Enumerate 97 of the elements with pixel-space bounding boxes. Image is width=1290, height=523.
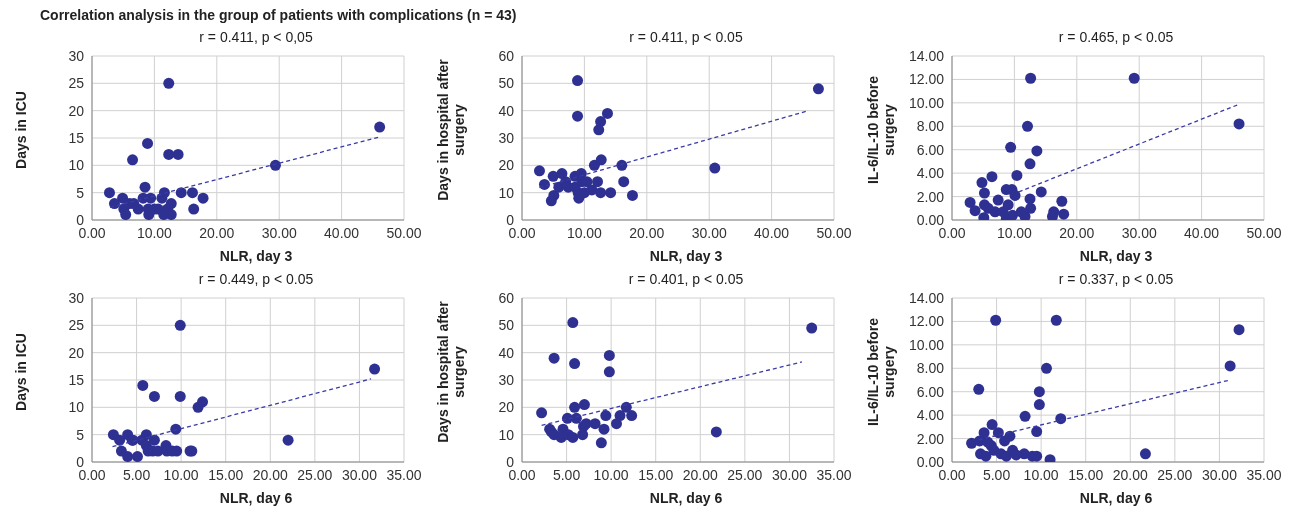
x-axis-title: NLR, day 6	[1078, 489, 1154, 508]
x-tick-label: 5.00	[122, 466, 151, 483]
x-tick-label: 35.00	[1246, 466, 1282, 483]
x-tick-label: 20.00	[199, 224, 235, 241]
y-tick-label: 8.00	[916, 118, 945, 135]
x-tick-label: 10.00	[163, 466, 199, 483]
x-axis-title: NLR, day 3	[218, 247, 294, 266]
x-tick-label: 30.00	[341, 466, 378, 483]
x-tick-label: 30.00	[771, 466, 808, 483]
x-tick-label: 30.00	[691, 224, 727, 241]
x-tick-label: 15.00	[638, 466, 674, 483]
y-tick-label: 2.00	[916, 430, 945, 447]
y-tick-label: 20	[68, 102, 85, 119]
y-tick-label: 15	[68, 129, 85, 146]
chart-subtitle: r = 0.411, p < 0.05	[628, 28, 744, 47]
y-tick-label: 5	[76, 184, 85, 201]
y-axis-title: Days in hospital after surgery	[435, 300, 467, 446]
y-tick-label: 60	[498, 47, 515, 64]
y-tick-label: 4.00	[916, 407, 945, 424]
x-tick-label: 10.00	[136, 224, 173, 241]
y-tick-label: 2.00	[916, 188, 945, 205]
y-tick-label: 0	[506, 211, 515, 228]
y-tick-label: 15	[68, 371, 85, 388]
y-tick-label: 30	[498, 371, 515, 388]
y-tick-label: 0	[76, 453, 85, 470]
chart-subtitle: r = 0.337, p < 0.05	[1057, 270, 1175, 289]
x-tick-label: 10.00	[1023, 466, 1059, 483]
x-tick-label: 15.00	[208, 466, 244, 483]
chart-subtitle: r = 0.465, p < 0.05	[1057, 28, 1175, 47]
y-tick-label: 20	[498, 157, 515, 174]
y-tick-label: 25	[68, 317, 85, 334]
x-tick-label: 15.00	[1068, 466, 1104, 483]
x-tick-label: 35.00	[816, 466, 852, 483]
y-tick-label: 30	[68, 47, 85, 64]
x-tick-label: 10.00	[566, 224, 603, 241]
y-tick-label: 40	[498, 102, 515, 119]
y-tick-label: 10	[498, 184, 515, 201]
x-tick-label: 25.00	[297, 466, 333, 483]
x-axis-title: NLR, day 3	[648, 247, 724, 266]
x-tick-label: 20.00	[1112, 466, 1149, 483]
x-tick-label: 30.00	[1201, 466, 1238, 483]
x-tick-label: 30.00	[261, 224, 297, 241]
x-tick-label: 20.00	[252, 466, 289, 483]
chart-title: Correlation analysis in the group of patients with complications (n = 43)	[40, 7, 517, 23]
x-tick-label: 5.00	[982, 466, 1011, 483]
x-axis-title: NLR, day 3	[1078, 247, 1154, 266]
y-tick-label: 40	[498, 344, 515, 361]
y-axis-title: IL-6/IL-10 before surgery	[865, 317, 897, 429]
x-tick-label: 35.00	[386, 466, 422, 483]
x-tick-label: 40.00	[324, 224, 360, 241]
y-tick-label: 25	[68, 75, 85, 92]
y-tick-label: 10	[498, 426, 515, 443]
y-tick-label: 6.00	[916, 383, 945, 400]
x-tick-label: 40.00	[1184, 224, 1220, 241]
x-tick-label: 40.00	[754, 224, 790, 241]
y-axis-title: IL-6/IL-10 before surgery	[865, 75, 897, 187]
y-tick-label: 0	[76, 211, 85, 228]
y-tick-label: 30	[498, 129, 515, 146]
chart-subtitle: r = 0.401, p < 0.05	[627, 270, 745, 289]
x-tick-label: 10.00	[593, 466, 629, 483]
y-tick-label: 10	[68, 399, 85, 416]
x-tick-label: 20.00	[1059, 224, 1095, 241]
x-tick-label: 25.00	[727, 466, 763, 483]
x-axis-title: NLR, day 6	[218, 489, 294, 508]
chart-subtitle: r = 0.449, p < 0.05	[197, 270, 315, 289]
y-tick-label: 0	[506, 453, 515, 470]
x-tick-label: 30.00	[1121, 224, 1157, 241]
y-tick-label: 20	[498, 399, 515, 416]
y-tick-label: 30	[68, 289, 85, 306]
y-tick-label: 50	[498, 75, 515, 92]
y-tick-label: 8.00	[916, 360, 945, 377]
y-tick-label: 20	[68, 344, 85, 361]
y-axis-title: Days in ICU	[13, 90, 29, 172]
y-tick-label: 14.00	[908, 47, 945, 64]
y-tick-label: 12.00	[908, 71, 945, 88]
x-tick-label: 25.00	[1157, 466, 1193, 483]
x-tick-label: 50.00	[1246, 224, 1282, 241]
x-tick-label: 50.00	[816, 224, 852, 241]
x-tick-label: 5.00	[552, 466, 581, 483]
y-tick-label: 10.00	[908, 94, 945, 111]
y-axis-title: Days in hospital after surgery	[435, 58, 467, 204]
y-tick-label: 60	[498, 289, 515, 306]
y-tick-label: 12.00	[908, 313, 945, 330]
y-tick-label: 5	[76, 426, 85, 443]
x-tick-label: 20.00	[682, 466, 719, 483]
chart-subtitle: r = 0.411, p < 0,05	[198, 28, 314, 47]
x-tick-label: 50.00	[386, 224, 422, 241]
y-tick-label: 10.00	[908, 336, 945, 353]
x-tick-label: 10.00	[996, 224, 1033, 241]
y-tick-label: 6.00	[916, 141, 945, 158]
y-tick-label: 50	[498, 317, 515, 334]
x-tick-label: 20.00	[629, 224, 665, 241]
y-tick-label: 4.00	[916, 165, 945, 182]
y-tick-label: 14.00	[908, 289, 945, 306]
y-tick-label: 10	[68, 157, 85, 174]
y-axis-title: Days in ICU	[13, 332, 29, 414]
x-axis-title: NLR, day 6	[648, 489, 724, 508]
